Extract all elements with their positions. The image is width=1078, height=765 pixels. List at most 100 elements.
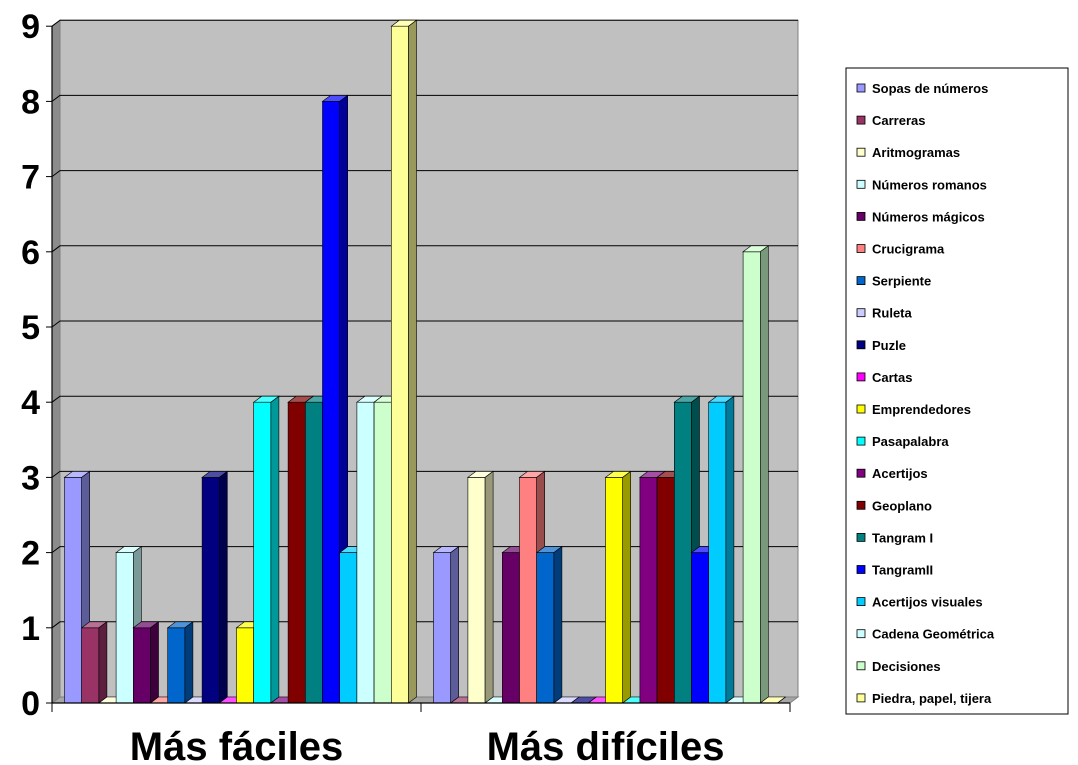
bar xyxy=(604,470,632,704)
legend-swatch xyxy=(856,533,866,542)
bar-side xyxy=(219,470,228,704)
y-tick-label: 5 xyxy=(21,309,40,347)
legend-label: Emprendedores xyxy=(872,402,971,417)
legend-label: Acertijos visuales xyxy=(872,595,983,610)
y-tick-label: 3 xyxy=(21,459,40,497)
y-tick-label: 7 xyxy=(21,159,40,197)
bar-front xyxy=(501,552,520,704)
legend-swatch xyxy=(856,147,866,157)
legend-swatch xyxy=(856,244,866,253)
legend-label: Sopas de números xyxy=(872,81,988,96)
bar-front xyxy=(287,401,306,704)
legend-item: Números mágicos xyxy=(856,209,985,224)
legend-swatch xyxy=(856,693,866,703)
legend-item: Geoplano xyxy=(856,498,932,513)
gridline xyxy=(51,94,798,102)
legend-label: Cadena Geométrica xyxy=(872,627,995,642)
bar-front xyxy=(433,552,452,704)
legend-label: Acertijos xyxy=(872,466,928,481)
legend-box xyxy=(845,67,1069,715)
legend-swatch xyxy=(856,565,866,574)
bar-front xyxy=(339,552,358,704)
bar-front xyxy=(373,401,392,704)
axes: 0 1 2 3 4 5 6 7 8 9 Más fáciles Más difíciles xyxy=(21,8,791,765)
bar xyxy=(132,621,160,704)
bar-front xyxy=(708,401,727,704)
y-tick-label: 9 xyxy=(21,8,40,46)
bar xyxy=(201,470,229,704)
bar-front xyxy=(536,552,555,704)
legend-label: Aritmogramas xyxy=(872,145,960,160)
legend-swatch xyxy=(856,500,866,510)
legend-item: Aritmogramas xyxy=(856,145,960,160)
legend-label: Tangram I xyxy=(872,530,933,545)
bar xyxy=(535,545,563,704)
legend-item: Pasapalabra xyxy=(856,434,949,449)
legend-label: Serpiente xyxy=(872,274,931,289)
gridline xyxy=(51,19,798,27)
bar-front xyxy=(742,251,761,704)
gridline xyxy=(51,470,798,478)
legend-label: Carreras xyxy=(872,113,926,128)
bar xyxy=(466,470,495,704)
bar-side xyxy=(98,621,108,704)
bar-side xyxy=(777,696,786,704)
bar-side xyxy=(408,19,417,704)
bar-side xyxy=(484,470,494,704)
series-0 xyxy=(63,470,460,704)
bar-front xyxy=(167,627,186,704)
bar-front xyxy=(322,101,341,704)
series-19 xyxy=(390,19,787,704)
gridline xyxy=(51,320,798,328)
y-tick-label: 1 xyxy=(21,610,40,648)
legend-item: Carreras xyxy=(856,113,926,128)
legend-swatch xyxy=(856,468,866,478)
bar-front xyxy=(81,627,100,704)
bar-side xyxy=(184,621,194,704)
series-6 xyxy=(166,545,563,704)
legend-item: Serpiente xyxy=(856,274,931,289)
x-category-label: Más fáciles xyxy=(130,725,343,765)
series-11 xyxy=(252,395,649,704)
bar-front xyxy=(64,477,83,704)
series-2 xyxy=(98,470,495,704)
bar xyxy=(432,545,460,704)
gridline xyxy=(51,170,798,178)
bar-front xyxy=(133,627,151,704)
gridline xyxy=(51,245,798,253)
plot-side-wall xyxy=(51,19,61,704)
legend-label: Geoplano xyxy=(872,498,932,513)
bar-front xyxy=(639,477,658,704)
legend-item: Acertijos visuales xyxy=(856,595,983,610)
bar-front xyxy=(253,401,272,704)
bar-front xyxy=(390,25,409,704)
bar-side xyxy=(150,621,159,704)
legend-swatch xyxy=(856,276,866,286)
bars xyxy=(63,19,787,704)
bar-front xyxy=(519,477,538,704)
legend-item: Decisiones xyxy=(856,659,941,674)
legend-swatch xyxy=(856,115,866,125)
bar-front xyxy=(236,627,255,704)
legend-item: Números romanos xyxy=(856,177,987,192)
bar-front xyxy=(304,401,323,704)
bar-front xyxy=(467,477,486,704)
legend-label: Piedra, papel, tijera xyxy=(872,691,992,706)
bar xyxy=(742,245,770,704)
series-1 xyxy=(80,621,477,704)
bar-front xyxy=(656,477,675,704)
legend-label: TangramII xyxy=(872,563,933,578)
bar-front xyxy=(673,401,692,704)
legend-label: Ruleta xyxy=(872,306,913,321)
legend-item: Ruleta xyxy=(856,306,913,321)
legend-swatch xyxy=(856,661,866,671)
legend-swatch xyxy=(856,597,866,606)
legend-swatch xyxy=(856,629,866,639)
legend-item: Emprendedores xyxy=(856,402,971,417)
series-8 xyxy=(201,470,598,704)
legend-label: Números romanos xyxy=(872,177,987,192)
legend-swatch xyxy=(856,308,866,318)
legend-item: Piedra, papel, tijera xyxy=(856,691,992,706)
